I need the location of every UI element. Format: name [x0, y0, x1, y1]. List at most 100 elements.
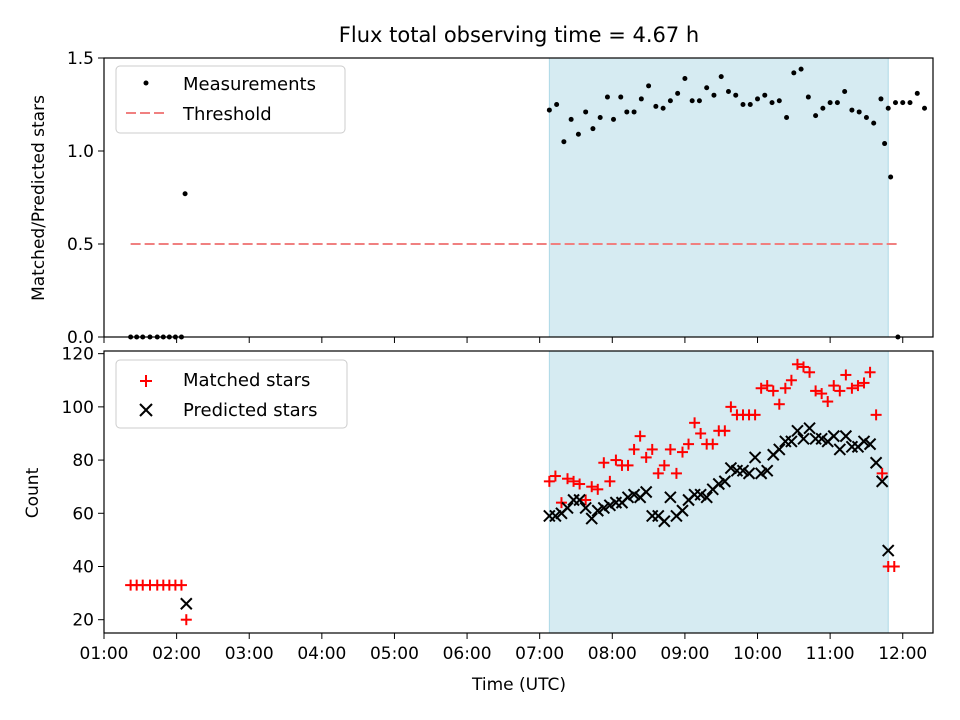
matched-star-point	[779, 382, 791, 394]
measurement-point	[922, 105, 928, 111]
matched-star-point	[664, 443, 676, 455]
matched-star-point	[755, 382, 767, 394]
legend-measurements-label: Measurements	[183, 74, 316, 95]
predicted-star-point	[760, 464, 774, 477]
predicted-star-point	[561, 501, 574, 515]
measurement-point	[827, 100, 833, 106]
measurement-point	[856, 109, 862, 115]
predicted-star-point	[742, 467, 756, 480]
measurement-point	[583, 109, 589, 115]
bottom-y-axis-label: Count	[23, 467, 43, 518]
matched-star-point	[888, 560, 900, 572]
measurement-point	[762, 92, 768, 98]
bottom-x-ticks: 01:00 02:00 03:00 04:00 05:00 06:00 07:00 08:00…	[80, 633, 927, 664]
x-tick-label: 06:00	[443, 644, 492, 664]
matched-star-point	[683, 438, 695, 450]
matched-star-point	[640, 451, 652, 463]
legend-matched-marker	[140, 375, 152, 387]
matched-star-point	[562, 473, 574, 485]
predicted-star-point	[875, 475, 889, 488]
bottom-y-tick-label: 40	[72, 557, 94, 577]
matched-star-point	[555, 497, 567, 509]
matched-star-point	[773, 398, 785, 410]
measurement-point	[182, 191, 188, 197]
matched-star-point	[852, 380, 864, 392]
predicted-star-point	[658, 515, 671, 528]
x-axis-label: Time (UTC)	[471, 675, 566, 695]
measurement-point	[842, 88, 848, 94]
legend-predicted-label: Predicted stars	[183, 400, 317, 421]
predicted-star-point	[639, 485, 653, 499]
measurement-point	[638, 96, 644, 102]
matched-star-point	[834, 385, 846, 397]
matched-star-point	[864, 366, 876, 378]
measurement-point	[704, 85, 710, 91]
bottom-y-tick-label: 120	[62, 345, 94, 365]
x-tick-label: 02:00	[152, 644, 201, 664]
measurement-point	[653, 103, 659, 109]
predicted-star-point	[785, 435, 798, 448]
x-tick-label: 05:00	[370, 644, 419, 664]
measurement-point	[597, 115, 603, 121]
predicted-star-point	[791, 424, 804, 438]
matched-star-point	[798, 361, 810, 373]
predicted-star-point	[827, 429, 840, 443]
predicted-star-point	[839, 429, 853, 443]
matched-star-point	[810, 385, 822, 397]
matched-star-point	[598, 457, 610, 469]
matched-star-point	[840, 369, 852, 381]
measurement-point	[914, 90, 920, 96]
measurement-point	[813, 113, 819, 119]
matched-star-point	[767, 385, 779, 397]
measurement-point	[660, 105, 666, 111]
measurement-point	[675, 90, 681, 96]
measurement-point	[561, 139, 567, 145]
top-legend-box	[115, 65, 346, 134]
measurement-point	[871, 120, 877, 126]
x-tick-label: 10:00	[733, 644, 782, 664]
matched-star-point	[785, 374, 797, 386]
predicted-star-point	[833, 443, 847, 456]
matched-star-point	[634, 430, 646, 442]
measurement-point	[718, 74, 724, 80]
predicted-star-point	[803, 421, 816, 435]
x-tick-label: 03:00	[225, 644, 274, 664]
figure-title: Flux total observing time = 4.67 h	[339, 23, 699, 47]
matched-star-point	[719, 425, 731, 437]
matched-star-point	[870, 409, 882, 421]
measurement-point	[575, 131, 581, 137]
predicted-star-point	[664, 491, 677, 504]
bottom-y-tick-label: 80	[72, 451, 94, 471]
legend-threshold-label: Threshold	[182, 104, 272, 125]
matched-star-point	[725, 401, 737, 413]
bottom-y-tick-label: 60	[72, 504, 94, 524]
matched-star-point	[622, 459, 634, 471]
measurement-point	[834, 100, 840, 106]
matched-star-point	[543, 475, 555, 487]
matched-star-point	[580, 494, 592, 506]
bottom-legend-box	[115, 359, 348, 429]
matched-star-point	[175, 579, 187, 591]
measurement-point	[820, 105, 826, 111]
top-y-tick-label: 1.0	[67, 142, 94, 162]
measurement-point	[755, 96, 761, 102]
matched-star-point	[816, 388, 828, 400]
measurement-point	[546, 107, 552, 113]
predicted-star-point	[180, 597, 193, 610]
measurement-points	[128, 66, 928, 340]
matched-star-point	[670, 467, 682, 479]
measurement-point	[725, 88, 731, 94]
predicted-star-point	[676, 504, 689, 517]
bottom-axes-frame	[103, 350, 934, 634]
measurement-point	[554, 102, 560, 107]
predicted-star-point	[585, 512, 598, 525]
measurement-point	[747, 102, 753, 107]
matched-star-point	[676, 446, 688, 458]
bottom-panel: 20 40 60 80 100 120 01:00 02:00 03:00 04:00 05:00…	[23, 345, 934, 695]
measurement-point	[667, 98, 673, 104]
measurement-point	[646, 83, 652, 89]
measurement-point	[604, 94, 610, 100]
measurement-point	[711, 92, 717, 98]
top-legend: Measurements Threshold	[115, 65, 346, 134]
measurement-point	[696, 98, 702, 104]
